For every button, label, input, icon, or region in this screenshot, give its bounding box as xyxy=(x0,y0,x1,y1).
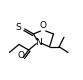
Text: S: S xyxy=(15,23,21,32)
Text: O: O xyxy=(40,21,47,30)
Text: N: N xyxy=(35,38,42,46)
Text: O: O xyxy=(18,51,25,60)
